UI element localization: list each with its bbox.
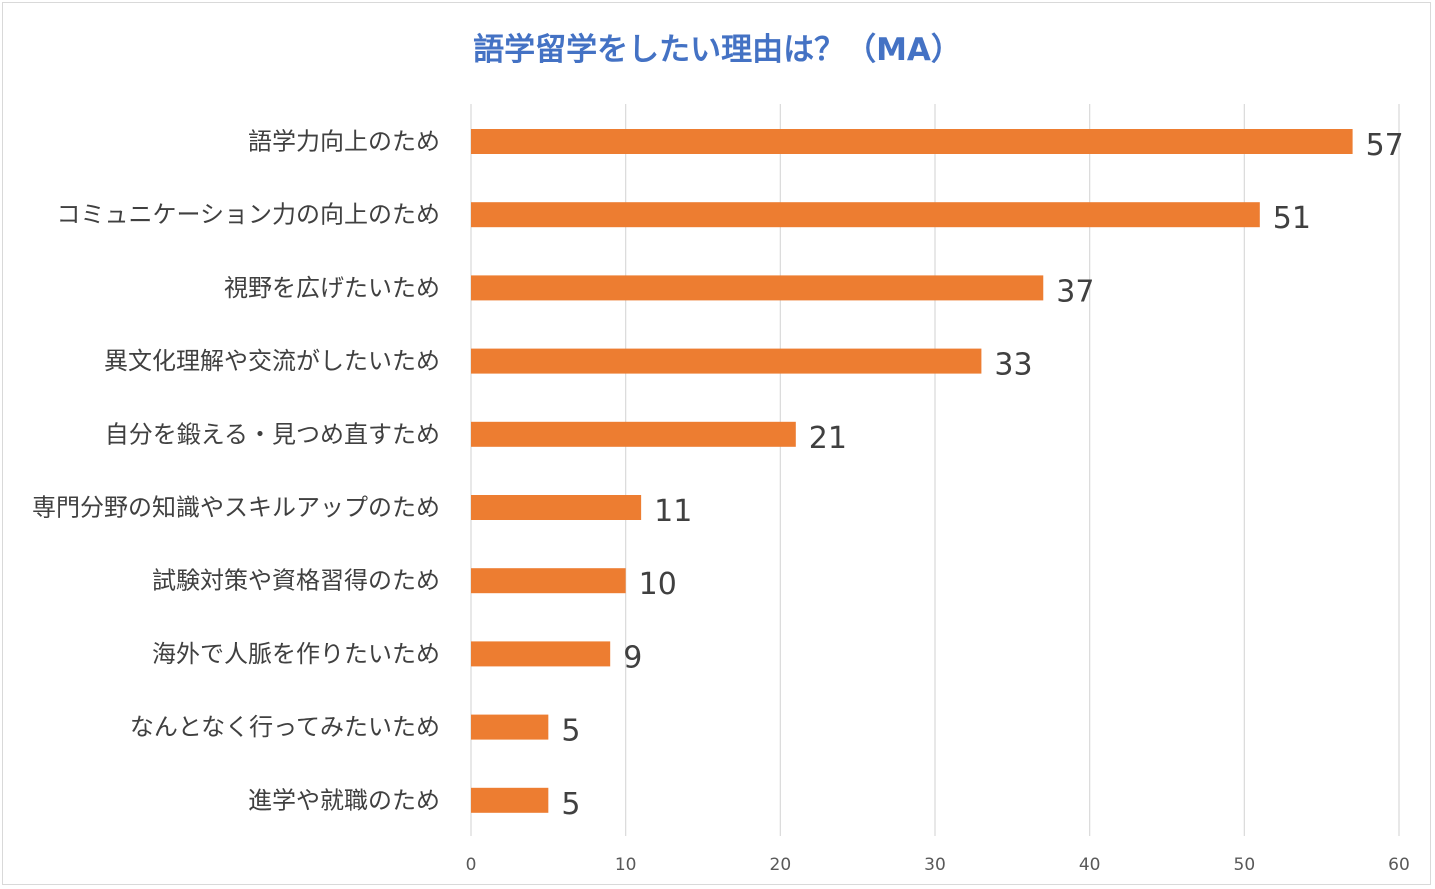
chart-title: 語学留学をしたい理由は？（MA）	[473, 32, 962, 68]
value-label: 57	[1366, 128, 1404, 163]
category-label: コミュニケーション力の向上のため	[56, 201, 440, 229]
value-label: 37	[1056, 274, 1094, 309]
x-tick-label-30: 30	[924, 855, 946, 875]
category-label: 自分を鍛える・見つめ直すため	[105, 420, 440, 448]
value-label: 21	[809, 421, 847, 456]
value-label: 51	[1273, 201, 1311, 236]
category-label: 語学力向上のため	[248, 128, 440, 156]
category-label: 異文化理解や交流がしたいため	[104, 347, 440, 375]
value-label: 11	[654, 494, 692, 529]
bar	[471, 568, 626, 594]
bar	[471, 495, 642, 520]
value-labels: 57 51 37 33 21 11 10 9 5 5	[561, 128, 1403, 822]
bars	[471, 129, 1353, 813]
bar	[471, 202, 1260, 228]
x-tick-label-40: 40	[1079, 855, 1101, 875]
bar	[471, 787, 549, 813]
x-axis-ticks: 0 10 20 30 40 50 60	[466, 855, 1410, 875]
x-tick-label-50: 50	[1234, 855, 1256, 875]
value-label: 9	[623, 640, 642, 675]
bar	[471, 275, 1044, 301]
value-label: 5	[561, 787, 580, 822]
bar	[471, 421, 796, 447]
category-labels: 語学力向上のためコミュニケーション力の向上のため視野を広げたいため異文化理解や交…	[32, 128, 440, 815]
bar	[471, 129, 1353, 154]
category-label: 海外で人脈を作りたいため	[152, 640, 440, 668]
x-tick-label-10: 10	[615, 855, 637, 875]
category-label: 専門分野の知識やスキルアップのため	[32, 494, 440, 522]
bar	[471, 714, 549, 740]
bar	[471, 348, 982, 374]
x-tick-label-60: 60	[1388, 855, 1410, 875]
value-label: 33	[994, 348, 1032, 383]
bar	[471, 641, 611, 667]
category-label: 視野を広げたいため	[224, 274, 440, 302]
value-label: 5	[561, 714, 580, 749]
category-label: 試験対策や資格習得のため	[152, 567, 440, 595]
x-tick-label-20: 20	[770, 855, 792, 875]
x-tick-label-0: 0	[466, 855, 477, 875]
category-label: 進学や就職のため	[248, 786, 440, 814]
value-label: 10	[639, 567, 677, 602]
category-label: なんとなく行ってみたいため	[130, 713, 440, 741]
